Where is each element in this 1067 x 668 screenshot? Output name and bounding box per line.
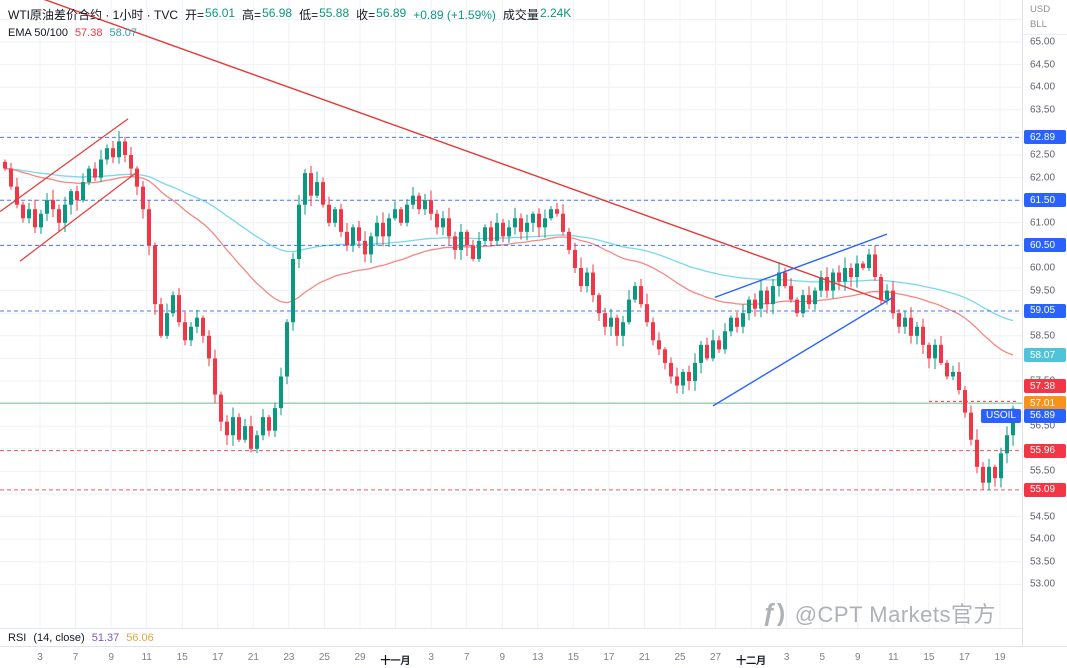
day-label: 7 [463,652,470,663]
price-level-label[interactable]: 59.05 [1024,303,1066,318]
day-label: 3 [783,652,790,663]
price-tick: 54.00 [1030,533,1056,545]
price-tick: 54.50 [1030,511,1056,523]
cpt-markets-logo-icon: ƒ) [762,598,786,627]
price-level-label[interactable]: 55.96 [1024,443,1066,458]
price-tick: 62.00 [1030,172,1056,184]
ema-indicator-label: EMA 50/100 [8,27,68,39]
price-tick: 65.00 [1030,36,1056,48]
price-tick: 60.00 [1030,262,1056,274]
day-label: 15 [923,652,935,663]
symbol-price-tag: USOIL [980,408,1021,423]
unit-label: BLL [1030,18,1047,30]
rsi-pane[interactable]: RSI (14, close) 51.37 56.06 [0,628,1022,646]
axis-units: USD BLL [1023,0,1067,36]
day-label: 19 [994,652,1006,663]
day-label: 13 [532,652,544,663]
day-label: 3 [37,652,43,663]
symbol-legend: WTI原油差价合约 · 1小时 · TVC 开= 56.01 高= 56.98 低=… [8,6,571,39]
day-label: 7 [72,652,79,663]
ohlc-row: WTI原油差价合约 · 1小时 · TVC 开= 56.01 高= 56.98 低=… [8,6,571,23]
day-label: 5 [819,652,825,663]
day-label: 11 [888,652,899,663]
ema-value-label: 57.38 [1024,379,1066,394]
ema100-value: 58.07 [109,27,137,39]
price-level-label[interactable]: 62.89 [1024,130,1066,145]
high-value: 高= 56.98 [242,6,293,22]
price-tick: 55.50 [1030,465,1056,477]
day-label: 9 [499,652,505,663]
close-value: 收= 56.89 [356,6,407,22]
day-label: 23 [283,652,295,663]
symbol-title[interactable]: WTI原油差价合约 · 1小时 · TVC [8,8,178,22]
price-level-label[interactable]: 57.01 [1024,396,1066,411]
price-tick: 53.50 [1030,556,1056,568]
month-label: 十二月 [736,656,767,667]
day-label: 17 [958,652,970,663]
month-label: 十一月 [380,656,411,667]
time-axis[interactable]: 3 7 9 11 15 17 21 23 25 29 十一月 3 7 9 13 15 17 21 25 27 十二月 3 5… [0,646,1067,668]
price-tick: 61.00 [1030,217,1056,229]
rsi-value: 51.37 [91,631,120,644]
ema-value-label: 58.07 [1024,348,1066,363]
open-value: 开= 56.01 [185,6,236,22]
day-label: 11 [141,652,152,663]
day-label: 3 [428,652,434,663]
price-level-label[interactable]: 61.50 [1024,193,1066,208]
day-label: 17 [603,652,615,663]
price-tick: 62.50 [1030,149,1056,161]
price-pane[interactable]: WTI原油差价合约 · 1小时 · TVC 开= 56.01 高= 56.98 低=… [0,0,1022,628]
low-value: 低= 55.88 [299,6,350,22]
price-axis-labels: 65.00 64.50 64.00 63.50 62.50 62.00 61.00 60.00… [1023,0,1067,646]
ema-indicator-row[interactable]: EMA 50/100 57.38 58.07 [8,27,571,39]
watermark: ƒ) @CPT Markets官方 [762,597,996,628]
price-tick: 53.00 [1030,578,1056,590]
price-tick: 64.50 [1030,59,1056,71]
day-label: 27 [709,652,722,663]
day-label: 15 [567,652,579,663]
change-value: +0.89 (+1.59%) [413,8,496,22]
watermark-text: @CPT Markets官方 [794,602,996,627]
price-level-label[interactable]: 55.09 [1024,482,1066,497]
ema50-value: 57.38 [74,27,103,39]
currency-label: USD [1030,4,1051,15]
day-label: 25 [674,652,686,663]
price-tick: 56.50 [1030,420,1056,432]
day-label: 25 [318,652,330,663]
price-axis[interactable]: USD BLL 65.00 64.50 64.00 63.50 62.50 62.00 61… [1022,0,1067,646]
price-tick: 58.50 [1030,330,1056,342]
last-price-label: 56.89 [1024,408,1066,423]
volume-value: 成交量 2.24K [502,6,572,22]
price-tick: 63.50 [1030,104,1056,116]
time-axis-labels: 3 7 9 11 15 17 21 23 25 29 十一月 3 7 9 13 15 17 21 25 27 十二月 3 5… [0,647,1067,668]
day-label: 9 [108,652,114,663]
price-tick: 59.50 [1030,285,1056,297]
day-label: 21 [638,652,650,663]
price-tick: 64.00 [1030,81,1056,93]
rsi-indicator-label[interactable]: RSI [8,631,27,644]
day-label: 21 [247,652,259,663]
candlestick-chart[interactable] [0,0,1022,628]
day-label: 15 [176,652,188,663]
day-label: 9 [854,652,861,663]
rsi-params: (14, close) [33,631,85,644]
day-label: 17 [212,652,224,663]
rsi-ma-value: 56.06 [126,631,154,644]
day-label: 29 [354,652,366,663]
price-level-label[interactable]: 60.50 [1024,238,1066,253]
